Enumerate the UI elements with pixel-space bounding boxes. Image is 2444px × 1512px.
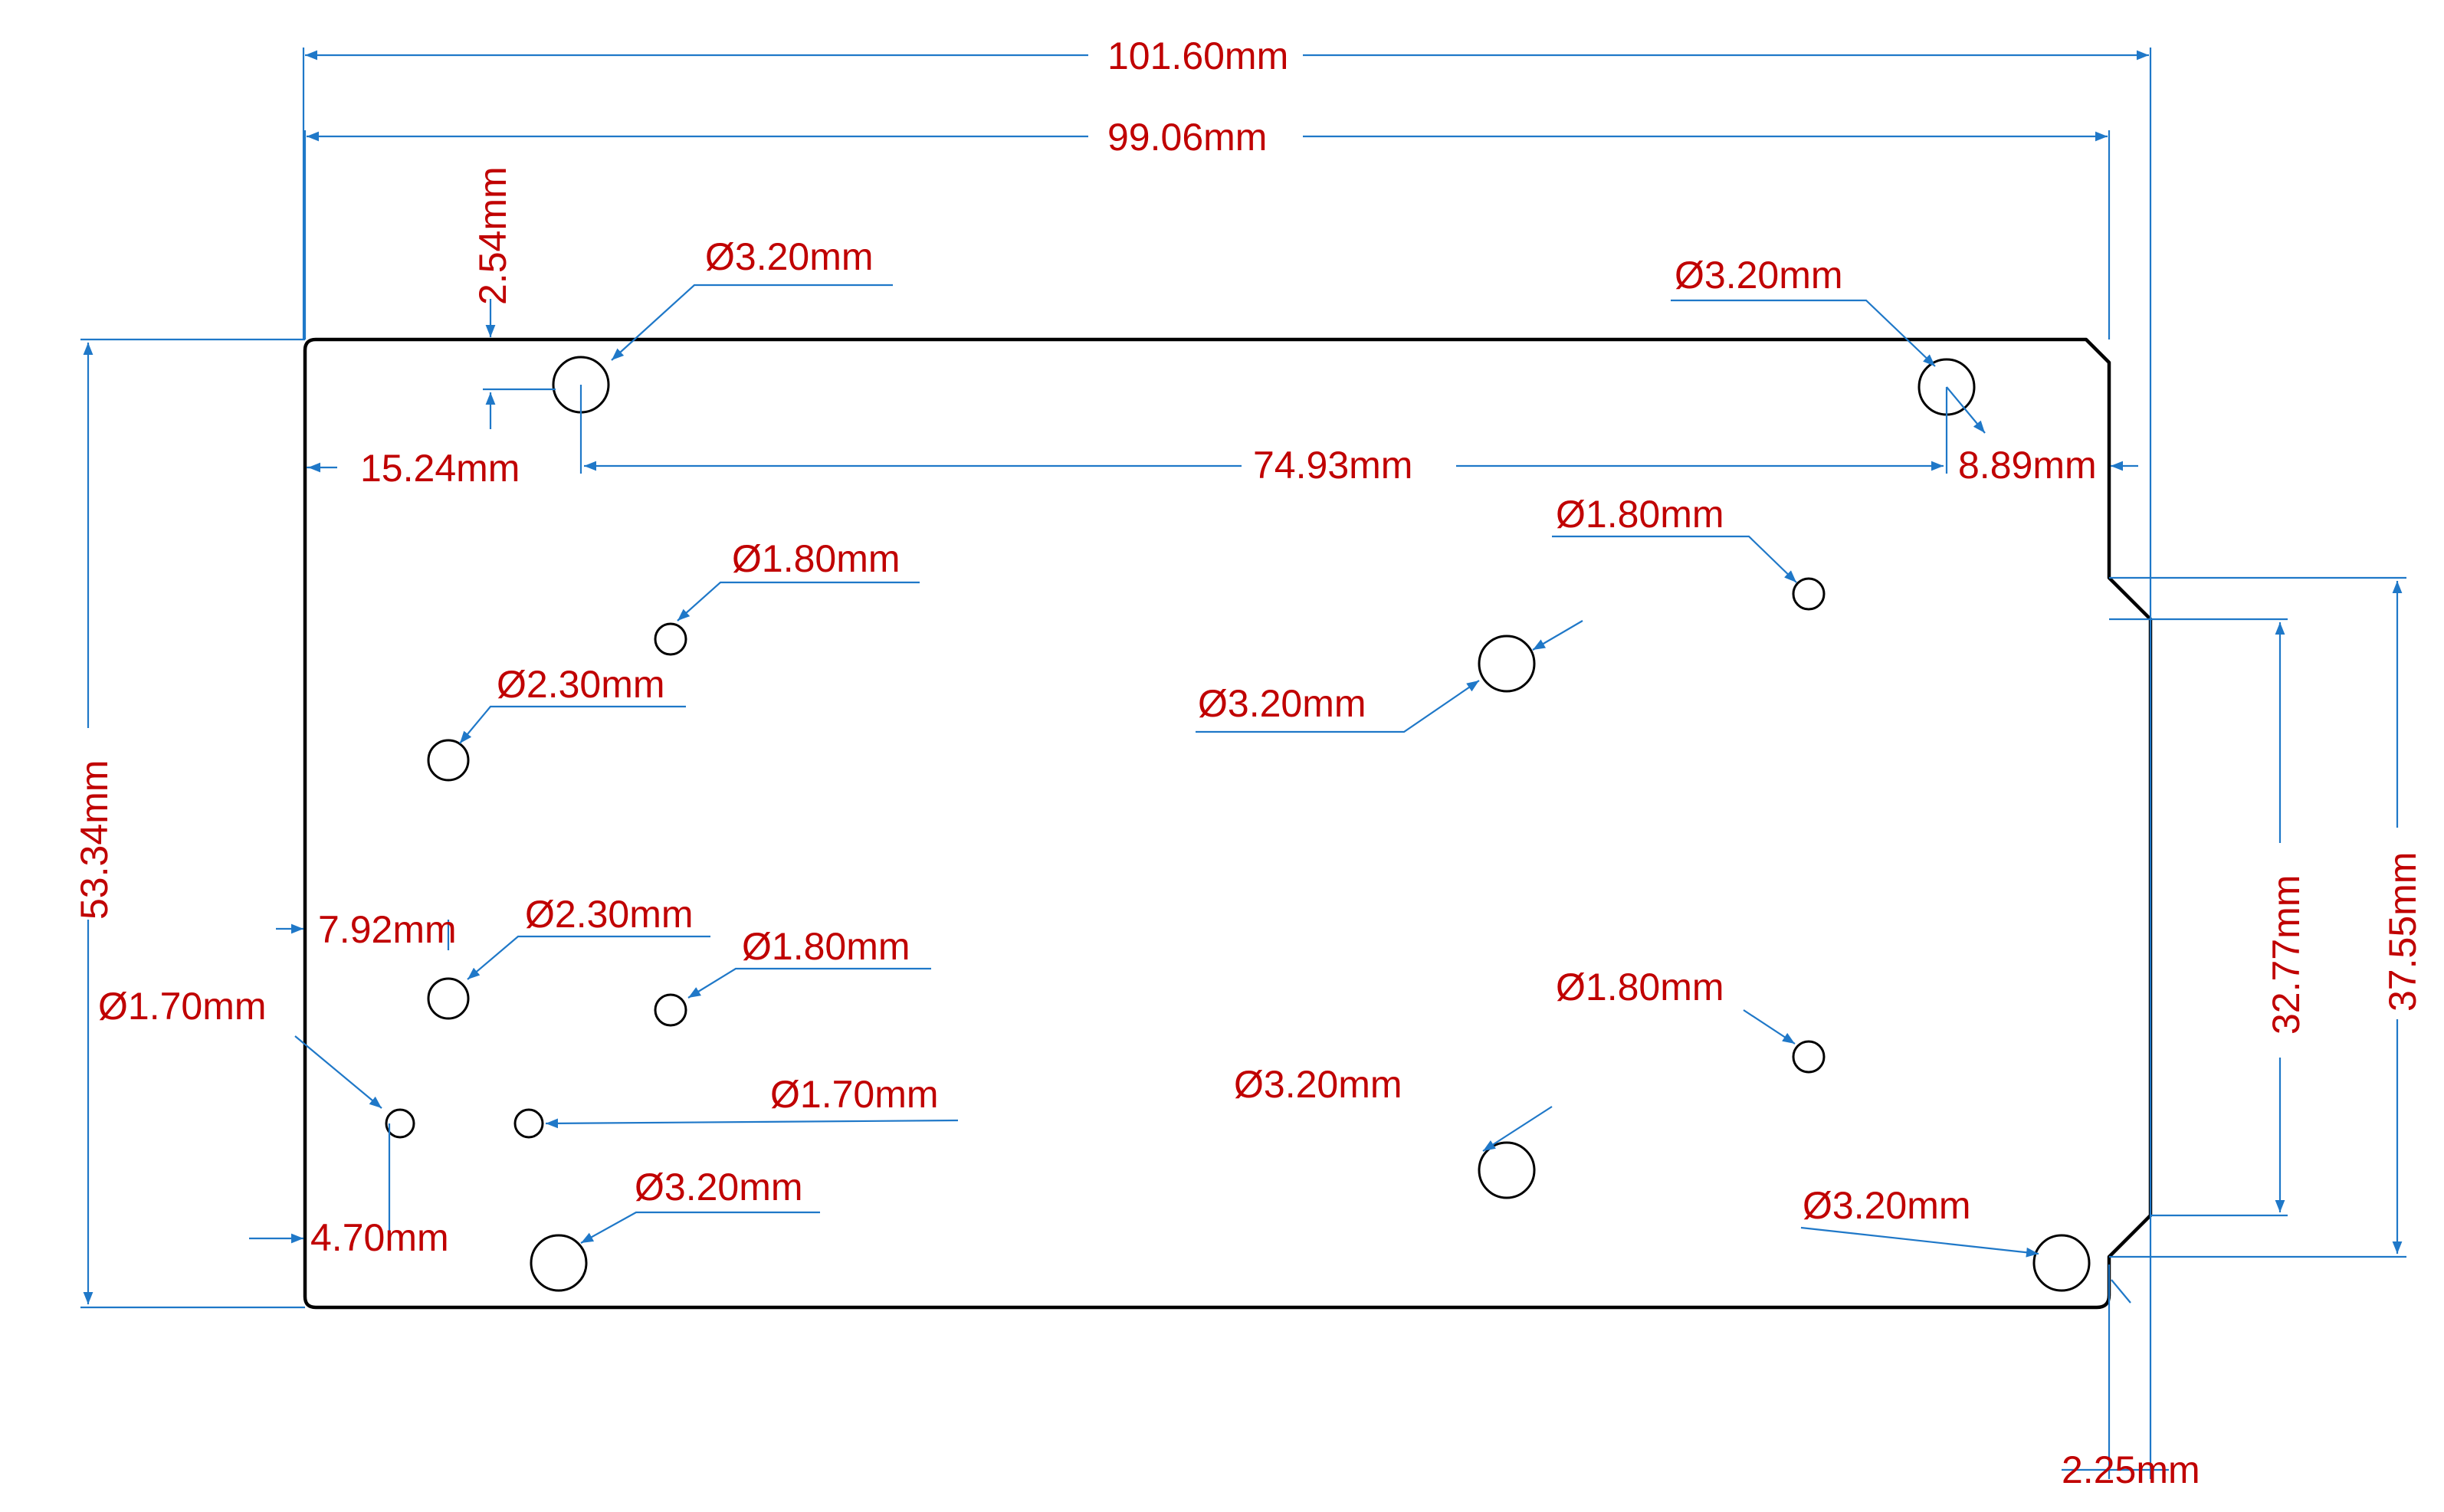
height-label: 53.34mm	[73, 760, 116, 920]
hole-left-lower-tiny	[385, 1108, 415, 1139]
hole-left-upper-small-label: Ø1.80mm	[732, 537, 901, 580]
hole-right-upper-small	[1792, 577, 1826, 611]
hole-right-lower-small-label: Ø1.80mm	[1556, 966, 1724, 1009]
hole-left-lower-tiny-label: Ø1.70mm	[98, 985, 267, 1028]
hole-left-mid-medium-label: Ø2.30mm	[525, 893, 694, 936]
hole-left-upper-small	[654, 622, 687, 656]
hole-left-offset-label: 15.24mm	[360, 447, 520, 490]
hole-top-right-label: Ø3.20mm	[1675, 254, 1843, 297]
bottom-right-offset-label: 2.25mm	[2062, 1448, 2200, 1491]
hole-center-lower-label: Ø3.20mm	[1234, 1063, 1402, 1106]
hole-top-left-label: Ø3.20mm	[705, 235, 874, 278]
board-outline	[303, 337, 2153, 1310]
hole-spacing-label: 74.93mm	[1253, 444, 1412, 487]
right-hole-offset-label: 8.89mm	[1958, 444, 2097, 487]
hole-bottom-left-label: Ø3.20mm	[635, 1166, 803, 1209]
overall-width-label: 101.60mm	[1107, 34, 1288, 77]
hole-left-mid-medium	[427, 977, 470, 1020]
hole-right-upper-small-label: Ø1.80mm	[1556, 493, 1724, 536]
hole-bottom-right	[2032, 1234, 2091, 1292]
hole-left-mid-small-label: Ø1.80mm	[742, 925, 910, 968]
hole-left-lower-tiny-2	[513, 1108, 544, 1139]
hole-left-upper-medium-label: Ø2.30mm	[497, 663, 665, 706]
hole-bottom-left	[530, 1234, 588, 1292]
top-offset-label: 2.54mm	[471, 166, 514, 305]
hole-center-upper	[1478, 635, 1536, 693]
hole-left-mid-small	[654, 993, 687, 1027]
board-width-label: 99.06mm	[1107, 116, 1267, 159]
notch-outer-label: 37.55mm	[2381, 852, 2424, 1012]
notch-inner-label: 32.77mm	[2265, 875, 2308, 1035]
hole-center-lower	[1478, 1141, 1536, 1199]
hole-right-lower-small	[1792, 1040, 1826, 1074]
hole-left-upper-medium	[427, 739, 470, 782]
offset-7-92-label: 7.92mm	[318, 908, 457, 951]
hole-bottom-right-label: Ø3.20mm	[1803, 1184, 1971, 1227]
holes	[385, 356, 2091, 1292]
hole-left-lower-tiny-2-label: Ø1.70mm	[770, 1073, 939, 1116]
dimension-labels: 101.60mm 99.06mm 2.54mm 53.34mm 15.24mm …	[73, 34, 2424, 1491]
hole-center-upper-label: Ø3.20mm	[1198, 682, 1366, 725]
dimension-lines	[80, 48, 2406, 1479]
offset-4-70-label: 4.70mm	[310, 1216, 449, 1259]
